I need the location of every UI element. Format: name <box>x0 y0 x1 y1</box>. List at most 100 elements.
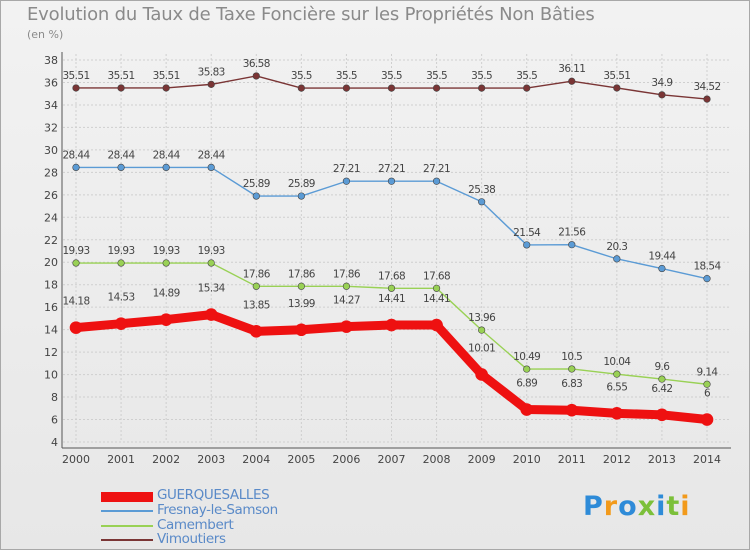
data-label-camembert: 17.86 <box>288 268 316 280</box>
data-point-fresnay-le-samson <box>613 255 621 263</box>
data-point-guerquesalles <box>295 323 308 337</box>
data-point-guerquesalles <box>700 413 714 426</box>
data-label-fresnay-le-samson: 27.21 <box>423 163 450 175</box>
data-point-fresnay-le-samson <box>342 177 351 185</box>
data-label-camembert: 9.14 <box>697 366 719 378</box>
x-tick-label: 2011 <box>558 453 586 466</box>
data-label-guerquesalles: 6.55 <box>606 381 627 393</box>
data-label-vimoutiers: 35.5 <box>291 70 312 82</box>
data-point-camembert <box>72 259 80 267</box>
data-label-guerquesalles: 14.41 <box>378 293 405 305</box>
data-point-camembert <box>703 380 711 388</box>
data-label-vimoutiers: 34.52 <box>693 81 720 93</box>
data-label-guerquesalles: 14.18 <box>62 296 89 308</box>
y-tick-label: 28 <box>44 166 58 179</box>
data-label-fresnay-le-samson: 28.44 <box>153 149 181 161</box>
data-point-guerquesalles <box>565 403 579 417</box>
data-label-camembert: 10.04 <box>603 356 631 368</box>
data-point-guerquesalles <box>520 403 534 416</box>
data-label-camembert: 17.68 <box>378 270 405 282</box>
data-label-fresnay-le-samson: 25.89 <box>288 178 315 190</box>
data-point-guerquesalles <box>69 321 83 334</box>
x-tick-label: 2000 <box>62 453 90 466</box>
data-point-vimoutiers <box>613 84 621 92</box>
data-point-guerquesalles <box>610 407 624 420</box>
data-point-camembert <box>478 326 486 334</box>
data-label-vimoutiers: 35.5 <box>516 70 537 82</box>
data-label-guerquesalles: 14.27 <box>333 295 360 307</box>
data-point-guerquesalles <box>655 408 669 422</box>
x-tick-label: 2009 <box>468 453 496 466</box>
y-tick-label: 16 <box>44 301 58 314</box>
data-point-camembert <box>658 375 666 383</box>
data-label-vimoutiers: 35.51 <box>153 70 180 82</box>
x-tick-label: 2004 <box>242 453 270 466</box>
y-tick-label: 30 <box>44 144 58 157</box>
data-label-fresnay-le-samson: 27.21 <box>333 163 360 175</box>
data-point-fresnay-le-samson <box>297 192 305 200</box>
y-tick-label: 6 <box>51 414 58 427</box>
data-label-guerquesalles: 6 <box>704 388 711 400</box>
data-label-vimoutiers: 35.83 <box>198 66 225 78</box>
logo-letter: P <box>583 491 604 522</box>
logo-letter: t <box>666 491 681 522</box>
unit-label: (en %) <box>27 28 64 41</box>
logo-letter: i <box>656 491 667 522</box>
data-point-fresnay-le-samson <box>252 192 260 200</box>
proxiti-logo: Proxiti <box>583 491 691 522</box>
data-point-camembert <box>297 282 305 290</box>
y-tick-label: 20 <box>44 256 58 269</box>
x-tick-label: 2010 <box>513 453 541 466</box>
data-label-vimoutiers: 35.51 <box>108 70 135 82</box>
y-tick-label: 32 <box>44 121 58 134</box>
data-label-guerquesalles: 6.42 <box>651 383 672 395</box>
data-point-vimoutiers <box>72 84 80 92</box>
data-point-vimoutiers <box>432 84 441 92</box>
legend-swatch <box>101 510 153 512</box>
data-label-camembert: 13.96 <box>468 312 496 324</box>
y-tick-label: 26 <box>44 189 58 202</box>
data-label-camembert: 10.5 <box>561 351 582 363</box>
data-point-camembert <box>342 282 351 290</box>
data-label-camembert: 10.49 <box>513 351 540 363</box>
data-label-camembert: 17.86 <box>243 268 271 280</box>
legend-label: Camembert <box>157 517 234 533</box>
data-point-vimoutiers <box>297 84 305 92</box>
data-point-camembert <box>117 259 125 267</box>
data-point-guerquesalles <box>114 317 128 330</box>
data-label-guerquesalles: 14.41 <box>423 293 450 305</box>
y-tick-label: 4 <box>51 436 58 449</box>
data-point-fresnay-le-samson <box>568 241 576 249</box>
logo-letter: r <box>603 491 619 522</box>
data-label-fresnay-le-samson: 28.44 <box>108 149 136 161</box>
x-tick-label: 2006 <box>332 453 360 466</box>
logo-letter: x <box>637 491 657 522</box>
data-point-camembert <box>207 259 215 267</box>
logo-letter: o <box>618 491 638 522</box>
legend-label: GUERQUESALLES <box>157 487 270 503</box>
data-point-vimoutiers <box>568 77 576 85</box>
data-label-vimoutiers: 35.5 <box>336 70 357 82</box>
data-point-guerquesalles <box>249 325 263 338</box>
data-label-fresnay-le-samson: 25.89 <box>243 178 270 190</box>
data-point-fresnay-le-samson <box>703 275 711 283</box>
y-tick-label: 38 <box>44 54 58 67</box>
y-tick-label: 36 <box>44 76 58 89</box>
data-point-fresnay-le-samson <box>387 177 396 185</box>
data-label-camembert: 19.93 <box>62 245 89 257</box>
x-tick-label: 2003 <box>197 453 225 466</box>
data-point-camembert <box>568 365 576 373</box>
legend-swatch <box>101 525 153 527</box>
data-label-vimoutiers: 35.5 <box>381 70 402 82</box>
data-point-vimoutiers <box>162 84 170 92</box>
data-point-vimoutiers <box>478 84 486 92</box>
x-tick-label: 2007 <box>378 453 406 466</box>
data-point-camembert <box>613 370 621 378</box>
y-tick-label: 10 <box>44 369 58 382</box>
data-label-camembert: 17.68 <box>423 270 450 282</box>
data-point-fresnay-le-samson <box>523 241 531 249</box>
data-label-vimoutiers: 35.5 <box>426 70 447 82</box>
y-tick-label: 18 <box>44 279 58 292</box>
